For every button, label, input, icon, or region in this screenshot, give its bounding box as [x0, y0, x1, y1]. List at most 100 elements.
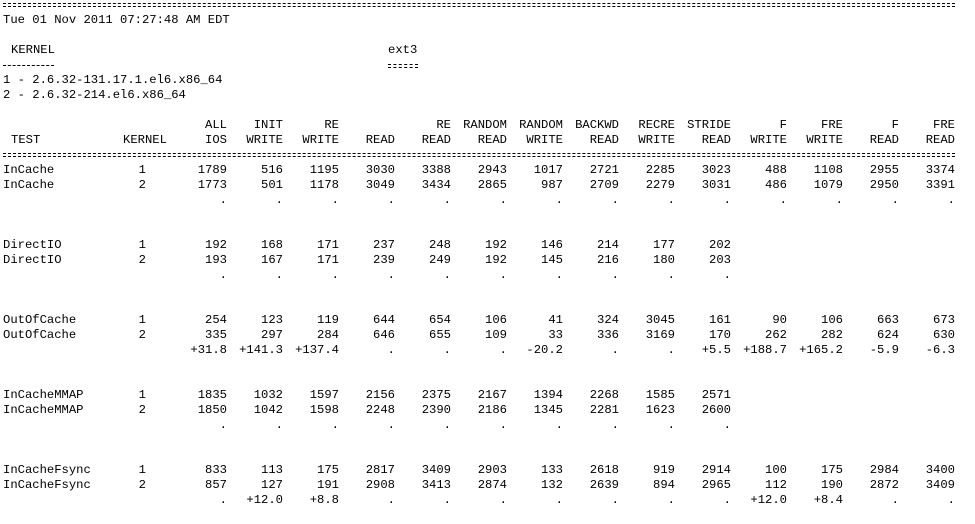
- table-cell: 486: [765, 178, 787, 192]
- table-cell: 203: [709, 253, 731, 267]
- diff-cell: .: [499, 493, 507, 507]
- diff-cell: .: [331, 193, 339, 207]
- table-cell: 171: [317, 238, 339, 252]
- diff-cell: .: [331, 268, 339, 282]
- table-cell: 2268: [589, 388, 619, 402]
- table-cell: 1108: [813, 163, 843, 177]
- table-cell: 2248: [365, 403, 395, 417]
- diff-cell: .: [275, 268, 283, 282]
- table-cell: 1042: [253, 403, 283, 417]
- table-cell: 655: [429, 328, 451, 342]
- row-test-name: OutOfCache: [3, 313, 77, 327]
- table-cell: 1345: [533, 403, 563, 417]
- header-test: TEST: [11, 133, 41, 147]
- table-cell: 192: [485, 238, 507, 252]
- column-header-bottom: WRITE: [246, 133, 283, 147]
- table-cell: 3400: [925, 463, 955, 477]
- table-cell: 630: [933, 328, 955, 342]
- column-header-bottom: READ: [925, 133, 955, 147]
- diff-cell: .: [891, 493, 899, 507]
- table-cell: 175: [317, 463, 339, 477]
- diff-cell: .: [387, 268, 395, 282]
- column-header-top: FRE: [821, 118, 843, 132]
- diff-cell: .: [443, 493, 451, 507]
- diff-cell: .: [835, 193, 843, 207]
- diff-cell: +165.2: [799, 343, 843, 357]
- table-cell: 894: [653, 478, 675, 492]
- diff-cell: .: [723, 268, 731, 282]
- diff-cell: .: [219, 268, 227, 282]
- diff-cell: .: [443, 343, 451, 357]
- table-cell: 90: [772, 313, 787, 327]
- table-cell: 2285: [645, 163, 675, 177]
- column-header-top: INIT: [253, 118, 283, 132]
- diff-cell: .: [947, 193, 955, 207]
- diff-cell: .: [443, 418, 451, 432]
- table-cell: 112: [765, 478, 787, 492]
- table-cell: 2872: [869, 478, 899, 492]
- table-cell: 2618: [589, 463, 619, 477]
- diff-cell: .: [667, 418, 675, 432]
- table-cell: 3434: [421, 178, 451, 192]
- table-cell: 2167: [477, 388, 507, 402]
- table-cell: 3413: [421, 478, 451, 492]
- table-cell: 175: [821, 463, 843, 477]
- table-cell: 2903: [477, 463, 507, 477]
- diff-cell: .: [555, 493, 563, 507]
- table-cell: 673: [933, 313, 955, 327]
- kernel-heading: KERNEL: [11, 43, 55, 57]
- diff-cell: .: [331, 418, 339, 432]
- table-cell: 3023: [701, 163, 731, 177]
- table-cell: 193: [205, 253, 227, 267]
- table-cell: 237: [373, 238, 395, 252]
- diff-cell: .: [611, 268, 619, 282]
- table-cell: 3045: [645, 313, 675, 327]
- table-cell: 3409: [421, 463, 451, 477]
- table-cell: 191: [317, 478, 339, 492]
- row-kernel-number: 2: [138, 328, 146, 342]
- diff-cell: .: [555, 418, 563, 432]
- column-header-bottom: IOS: [205, 133, 227, 147]
- table-cell: 2156: [365, 388, 395, 402]
- column-header-bottom: WRITE: [302, 133, 339, 147]
- row-kernel-number: 1: [138, 463, 146, 477]
- table-cell: 1032: [253, 388, 283, 402]
- row-test-name: InCache: [3, 178, 55, 192]
- table-cell: 624: [877, 328, 899, 342]
- diff-cell: .: [611, 493, 619, 507]
- table-cell: 2914: [701, 463, 731, 477]
- table-cell: 2186: [477, 403, 507, 417]
- table-cell: 2279: [645, 178, 675, 192]
- table-cell: 3391: [925, 178, 955, 192]
- column-header-top: RE: [436, 118, 451, 132]
- table-cell: 2721: [589, 163, 619, 177]
- table-cell: 2281: [589, 403, 619, 417]
- diff-cell: +141.3: [239, 343, 283, 357]
- table-cell: 2984: [869, 463, 899, 477]
- row-kernel-number: 2: [138, 478, 146, 492]
- table-cell: 335: [205, 328, 227, 342]
- table-cell: 127: [261, 478, 283, 492]
- row-kernel-number: 2: [138, 403, 146, 417]
- table-cell: 1178: [309, 178, 339, 192]
- top-rule: [3, 3, 955, 7]
- table-cell: 857: [205, 478, 227, 492]
- table-cell: 192: [485, 253, 507, 267]
- table-cell: 41: [548, 313, 563, 327]
- table-cell: 192: [205, 238, 227, 252]
- column-header-top: RANDOM: [519, 118, 563, 132]
- table-cell: 100: [765, 463, 787, 477]
- table-cell: 282: [821, 328, 843, 342]
- diff-cell: +12.0: [246, 493, 283, 507]
- table-cell: 833: [205, 463, 227, 477]
- column-header-bottom: WRITE: [526, 133, 563, 147]
- table-cell: 663: [877, 313, 899, 327]
- diff-cell: .: [275, 418, 283, 432]
- kernel-version-2: 2 - 2.6.32-214.el6.x86_64: [3, 88, 186, 102]
- diff-cell: -6.3: [925, 343, 955, 357]
- table-cell: 324: [597, 313, 619, 327]
- column-header-bottom: READ: [477, 133, 507, 147]
- diff-cell: .: [611, 418, 619, 432]
- table-cell: 214: [597, 238, 619, 252]
- header-rule: [3, 153, 955, 157]
